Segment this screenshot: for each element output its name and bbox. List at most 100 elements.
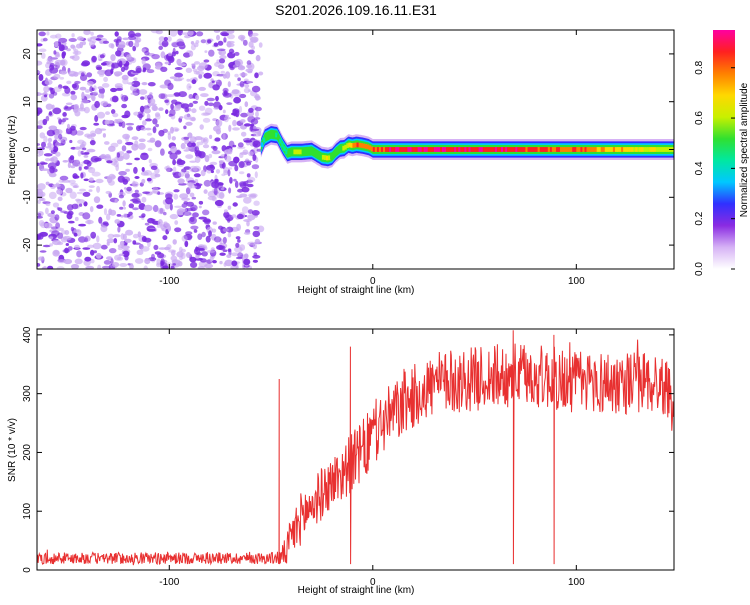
noise-speckle (240, 119, 246, 123)
noise-speckle (223, 116, 231, 120)
noise-speckle (252, 38, 258, 44)
noise-speckle (88, 185, 95, 189)
noise-speckle (112, 234, 121, 238)
noise-speckle (162, 235, 168, 241)
signal-core-segment (553, 147, 557, 152)
noise-speckle (85, 89, 90, 93)
noise-speckle (250, 118, 259, 125)
noise-speckle (128, 40, 134, 48)
noise-speckle (131, 80, 141, 88)
signal-core-segment (649, 147, 653, 152)
noise-speckle (57, 117, 61, 120)
signal-core-segment (490, 147, 494, 152)
signal-core-segment (342, 145, 345, 151)
noise-speckle (173, 193, 179, 200)
noise-speckle (82, 191, 91, 197)
snr-x-ticks: -100 0 100 (159, 329, 585, 588)
noise-speckle (49, 62, 55, 68)
signal-core-segment (623, 147, 626, 152)
signal-core-segment (663, 147, 667, 152)
signal-core-segment (287, 150, 290, 156)
spectrogram-y-ticks: -20 -10 0 10 20 (22, 48, 674, 252)
noise-speckle (52, 91, 58, 96)
spectrogram-y-axis-label: Frequency (Hz) (7, 116, 18, 185)
signal-core-segment (324, 155, 327, 160)
noise-speckle (178, 91, 188, 98)
noise-speckle (165, 165, 171, 173)
noise-speckle (181, 235, 188, 242)
noise-speckle (55, 151, 61, 157)
noise-speckle (76, 250, 82, 258)
noise-speckle (78, 163, 83, 167)
noise-speckle (127, 36, 137, 41)
signal-core-segment (423, 147, 427, 152)
noise-speckle (178, 171, 185, 177)
noise-speckle (198, 105, 206, 111)
noise-speckle (126, 150, 132, 154)
noise-speckle (167, 52, 173, 57)
signal-core-segment (564, 147, 567, 152)
noise-speckle (89, 130, 96, 138)
noise-speckle (222, 228, 229, 233)
noise-speckle (148, 159, 152, 164)
noise-speckle (164, 246, 171, 251)
noise-speckle (169, 76, 177, 79)
noise-speckle (212, 221, 217, 225)
noise-speckle (216, 34, 220, 41)
noise-speckle (102, 40, 109, 44)
noise-speckle (163, 211, 167, 216)
noise-speckle (188, 94, 194, 99)
x-tick-label: 0 (370, 577, 376, 588)
noise-speckle (122, 200, 126, 207)
noise-speckle (206, 249, 215, 253)
noise-speckle (83, 159, 91, 165)
noise-speckle (218, 245, 226, 251)
signal-core-segment (621, 147, 624, 152)
signal-core-segment (356, 142, 359, 148)
noise-speckle (40, 162, 48, 165)
noise-speckle (252, 128, 260, 131)
noise-speckle (127, 126, 133, 131)
signal-core-segment (425, 147, 429, 152)
noise-speckle (207, 102, 214, 107)
signal-core-segment (468, 147, 471, 152)
noise-speckle (52, 183, 61, 188)
signal-core-segment (362, 143, 366, 149)
noise-speckle (118, 171, 127, 176)
noise-speckle (46, 129, 55, 137)
noise-speckle (237, 239, 241, 243)
noise-speckle (97, 264, 102, 269)
noise-speckle (116, 139, 123, 145)
noise-speckle (231, 260, 238, 267)
noise-speckle (43, 153, 53, 157)
noise-speckle (99, 73, 104, 77)
noise-speckle (139, 105, 145, 113)
noise-speckle (157, 219, 163, 226)
noise-speckle (211, 80, 215, 84)
noise-speckle (134, 176, 140, 179)
noise-speckle (89, 86, 94, 92)
noise-speckle (251, 210, 260, 216)
snr-panel: -100 0 100 0 100 200 300 400 Height of straigh… (7, 326, 675, 596)
y-tick-label: 20 (22, 48, 33, 60)
signal-core-segment (592, 147, 596, 152)
signal-core-segment (619, 147, 622, 152)
noise-speckle (152, 204, 159, 213)
signal-core-segment (344, 144, 347, 150)
signal-core-segment (281, 142, 284, 148)
signal-core-segment (435, 147, 439, 152)
noise-speckle (54, 59, 64, 66)
noise-speckle (104, 141, 110, 145)
signal-core-segment (470, 147, 473, 152)
noise-speckle (70, 90, 76, 95)
signal-core-segment (364, 144, 368, 149)
colorbar-gradient (713, 30, 735, 269)
noise-speckle (233, 96, 242, 104)
signal-core-segment (647, 147, 650, 152)
noise-speckle (141, 58, 146, 65)
noise-speckle (106, 160, 113, 164)
noise-speckle (184, 240, 189, 248)
noise-speckle (202, 209, 210, 216)
noise-speckle (96, 111, 106, 119)
signal-core-segment (604, 147, 608, 152)
